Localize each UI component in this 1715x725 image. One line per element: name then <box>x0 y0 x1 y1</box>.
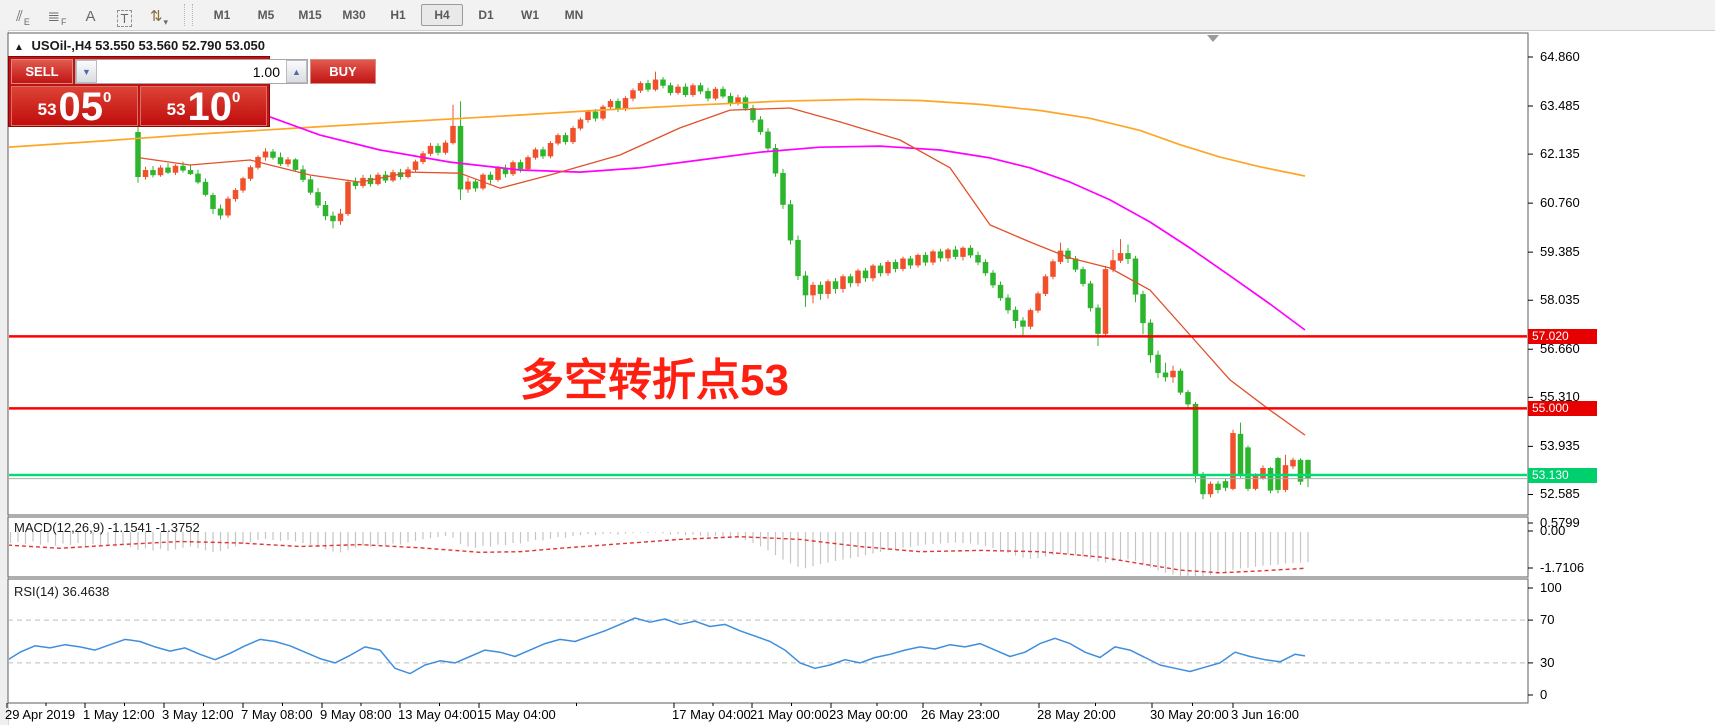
sell-button[interactable]: SELL <box>11 59 73 84</box>
timeframe-button-h1[interactable]: H1 <box>390 8 406 22</box>
chart-title: ▲ USOil-,H4 53.550 53.560 52.790 53.050 <box>14 38 265 53</box>
macd-signal-line <box>9 535 1306 574</box>
ma-mid-magenta[interactable] <box>269 116 1306 331</box>
timeframe-button-m5[interactable]: M5 <box>257 8 275 22</box>
time-axis-label: 9 May 08:00 <box>320 707 392 722</box>
price-badge-55.000: 55.000 <box>1528 400 1597 416</box>
time-axis-label: 3 Jun 16:00 <box>1231 707 1299 722</box>
one-click-trading-panel: SELL ▼ ▲ BUY 53 05 0 53 10 0 <box>8 56 376 129</box>
text-icon[interactable]: A <box>85 8 96 25</box>
timeframe-button-m1[interactable]: M1 <box>213 8 231 22</box>
collapse-panel-icon[interactable]: ▲ <box>14 42 24 53</box>
sell-price-display[interactable]: 53 05 0 <box>11 85 138 129</box>
price-tick-label: 52.585 <box>1540 486 1580 502</box>
price-tick-label: 58.035 <box>1540 292 1580 308</box>
ohlc-values: 53.550 53.560 52.790 53.050 <box>95 38 266 53</box>
time-axis-label: 15 May 04:00 <box>477 707 556 722</box>
macd-axis-label: 0.00 <box>1540 523 1566 538</box>
sell-price-point: 0 <box>103 89 112 106</box>
macd-axis-label: 0.5799 <box>1540 515 1580 530</box>
price-tick-label: 53.935 <box>1540 438 1580 454</box>
top-toolbar: ⫽ E ≣ F A T ⇅ ▾ M1 M5 M15 M30 H1 H4 D1 W1 MN <box>0 0 1715 31</box>
time-axis-label: 21 May 00:00 <box>750 707 829 722</box>
macd-axis-label: -1.7106 <box>1540 560 1585 575</box>
time-axis-label: 3 May 12:00 <box>162 707 234 722</box>
fibonacci-icon[interactable]: ≣ F <box>47 8 67 27</box>
buy-price-pips: 10 <box>187 85 233 129</box>
buy-price-display[interactable]: 53 10 0 <box>140 85 267 129</box>
price-badge-53.130: 53.130 <box>1528 467 1597 483</box>
time-axis-label: 29 Apr 2019 <box>5 707 76 722</box>
candlestick-layer <box>9 71 1527 500</box>
price-tick-label: 55.310 <box>1540 389 1580 405</box>
timeframe-button-w1[interactable]: W1 <box>521 8 539 22</box>
line-studies-toolbar: ⫽ E ≣ F A T ⇅ ▾ <box>0 3 172 27</box>
volume-decrease-icon[interactable]: ▼ <box>76 60 97 83</box>
price-tick-label: 60.760 <box>1540 195 1580 211</box>
timeframe-button-h4[interactable]: H4 <box>421 4 463 26</box>
timeframe-button-mn[interactable]: MN <box>564 8 584 22</box>
volume-input[interactable] <box>97 60 286 83</box>
timeframe-button-m15[interactable]: M15 <box>298 8 322 22</box>
time-axis-label: 26 May 23:00 <box>921 707 1000 722</box>
timeframes-toolbar: M1 M5 M15 M30 H1 H4 D1 W1 MN <box>201 4 595 26</box>
rsi-axis-label: 70 <box>1540 612 1555 628</box>
text-label-icon[interactable]: T <box>112 3 138 27</box>
time-axis-label: 1 May 12:00 <box>83 707 155 722</box>
equidistant-channel-icon[interactable]: ⫽ E <box>16 8 30 27</box>
chart-shift-marker-icon[interactable] <box>1207 35 1219 42</box>
timeframe-button-m30[interactable]: M30 <box>342 8 366 22</box>
rsi-axis-label: 30 <box>1540 654 1555 670</box>
arrows-icon[interactable]: ⇅ ▾ <box>149 8 169 27</box>
toolbar-separator <box>184 4 193 26</box>
sell-price-pips: 05 <box>58 85 104 129</box>
macd-indicator-label: MACD(12,26,9) -1.1541 -1.3752 <box>14 520 200 535</box>
volume-increase-icon[interactable]: ▲ <box>286 60 307 83</box>
time-axis-label: 28 May 20:00 <box>1037 707 1116 722</box>
price-tick-label: 56.660 <box>1540 341 1580 357</box>
price-tick-label: 62.135 <box>1540 146 1580 162</box>
buy-price-point: 0 <box>232 89 241 106</box>
volume-stepper: ▼ ▲ <box>75 59 308 84</box>
price-tick-label: 63.485 <box>1540 98 1580 113</box>
rsi-indicator-label: RSI(14) 36.4638 <box>14 584 110 599</box>
buy-price-main: 53 <box>166 100 186 119</box>
macd-layer <box>9 532 1309 576</box>
time-axis-label: 30 May 20:00 <box>1150 707 1229 722</box>
time-axis-label: 13 May 04:00 <box>398 707 477 722</box>
ma-fast-red[interactable] <box>139 107 1306 436</box>
price-tick-label: 59.385 <box>1540 244 1580 260</box>
rsi-layer <box>9 617 1527 675</box>
sell-price-main: 53 <box>37 100 57 119</box>
time-axis-label: 23 May 00:00 <box>829 707 908 722</box>
rsi-axis-label: 0 <box>1540 687 1548 702</box>
symbol-name: USOil-,H4 <box>31 38 92 53</box>
price-badge-57.020: 57.020 <box>1528 328 1597 344</box>
time-axis-label: 17 May 04:00 <box>672 707 751 722</box>
buy-button[interactable]: BUY <box>310 59 376 84</box>
price-tick-label: 64.860 <box>1540 49 1580 64</box>
timeframe-button-d1[interactable]: D1 <box>478 8 494 22</box>
chart-text-annotation[interactable]: 多空转折点53 <box>520 356 789 405</box>
rsi-line <box>9 617 1306 675</box>
time-axis-label: 7 May 08:00 <box>241 707 313 722</box>
rsi-axis-label: 100 <box>1540 580 1562 595</box>
